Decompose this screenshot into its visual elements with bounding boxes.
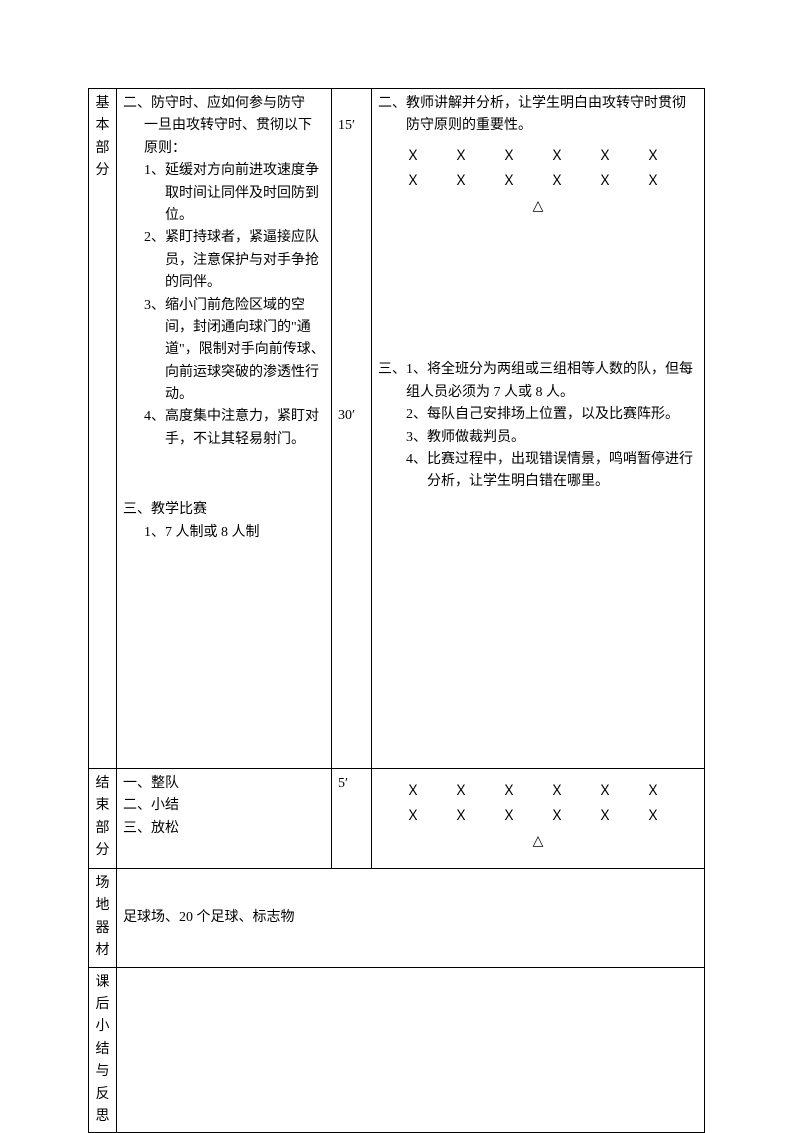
formation-end: Ｘ Ｘ Ｘ Ｘ Ｘ Ｘ Ｘ Ｘ Ｘ Ｘ Ｘ Ｘ △ bbox=[378, 779, 698, 855]
content-reflect bbox=[117, 967, 705, 1133]
m2-title: 二、教师讲解并分析，让学生明白由攻转守时贯彻防守原则的重要性。 bbox=[378, 93, 698, 138]
row-reflect: 课后小结与反思 bbox=[89, 967, 705, 1133]
content-end: 一、整队 二、小结 三、放松 bbox=[117, 769, 332, 869]
row-field: 场地器材 足球场、20 个足球、标志物 bbox=[89, 869, 705, 968]
formation-basic: Ｘ Ｘ Ｘ Ｘ Ｘ Ｘ Ｘ Ｘ Ｘ Ｘ Ｘ Ｘ △ bbox=[378, 144, 698, 220]
label-reflect: 课后小结与反思 bbox=[89, 967, 117, 1133]
s2-item3: 3、缩小门前危险区域的空间，封闭通向球门的"通道"，限制对手向前传球、向前运球突… bbox=[123, 295, 325, 407]
time-s3: 30′ bbox=[338, 405, 365, 427]
s2-title: 二、防守时、应如何参与防守 bbox=[123, 93, 325, 115]
label-basic: 基本部分 bbox=[89, 89, 117, 769]
time-basic: 15′ 30′ bbox=[332, 89, 372, 769]
time-end: 5′ bbox=[332, 769, 372, 869]
s2-item2: 2、紧盯持球者，紧逼接应队员，注意保护与对手争抢的同伴。 bbox=[123, 227, 325, 294]
end-formation-triangle: △ bbox=[378, 829, 698, 854]
label-field: 场地器材 bbox=[89, 869, 117, 968]
m3-item2: 2、每队自己安排场上位置，以及比赛阵形。 bbox=[406, 404, 698, 426]
method-end: Ｘ Ｘ Ｘ Ｘ Ｘ Ｘ Ｘ Ｘ Ｘ Ｘ Ｘ Ｘ △ bbox=[372, 769, 705, 869]
s2-item1: 1、延缓对方向前进攻速度争取时间让同伴及时回防到位。 bbox=[123, 160, 325, 227]
formation-row1: Ｘ Ｘ Ｘ Ｘ Ｘ Ｘ bbox=[378, 144, 698, 169]
label-end-text: 结束部分 bbox=[95, 773, 110, 863]
label-basic-text: 基本部分 bbox=[95, 93, 110, 183]
lesson-plan-table: 基本部分 二、防守时、应如何参与防守 一旦由攻转守时、贯彻以下原则： 1、延缓对… bbox=[88, 88, 705, 1133]
s3-sub: 1、7 人制或 8 人制 bbox=[123, 522, 325, 544]
field-text: 足球场、20 个足球、标志物 bbox=[123, 910, 295, 925]
label-end: 结束部分 bbox=[89, 769, 117, 869]
end-item1: 一、整队 bbox=[123, 773, 325, 795]
end-time-val: 5′ bbox=[338, 773, 365, 795]
s2-intro: 一旦由攻转守时、贯彻以下原则： bbox=[123, 115, 325, 160]
formation-triangle: △ bbox=[378, 194, 698, 219]
label-field-text: 场地器材 bbox=[95, 873, 110, 963]
m3-item3: 3、教师做裁判员。 bbox=[406, 427, 698, 449]
end-formation-row2: Ｘ Ｘ Ｘ Ｘ Ｘ Ｘ bbox=[378, 804, 698, 829]
label-reflect-text: 课后小结与反思 bbox=[95, 972, 110, 1129]
time-s2: 15′ bbox=[338, 115, 365, 137]
m3-title: 三、1、将全班分为两组或三组相等人数的队，但每组人员必须为 7 人或 8 人。 bbox=[378, 359, 698, 404]
row-end: 结束部分 一、整队 二、小结 三、放松 5′ Ｘ Ｘ Ｘ Ｘ Ｘ Ｘ Ｘ Ｘ Ｘ… bbox=[89, 769, 705, 869]
s2-item4: 4、高度集中注意力，紧盯对手，不让其轻易射门。 bbox=[123, 406, 325, 451]
m3-item4: 4、比赛过程中，出现错误情景，鸣哨暂停进行分析，让学生明白错在哪里。 bbox=[406, 449, 698, 494]
formation-row2: Ｘ Ｘ Ｘ Ｘ Ｘ Ｘ bbox=[378, 169, 698, 194]
content-basic: 二、防守时、应如何参与防守 一旦由攻转守时、贯彻以下原则： 1、延缓对方向前进攻… bbox=[117, 89, 332, 769]
end-item2: 二、小结 bbox=[123, 795, 325, 817]
end-formation-row1: Ｘ Ｘ Ｘ Ｘ Ｘ Ｘ bbox=[378, 779, 698, 804]
content-field: 足球场、20 个足球、标志物 bbox=[117, 869, 705, 968]
method-basic: 二、教师讲解并分析，让学生明白由攻转守时贯彻防守原则的重要性。 Ｘ Ｘ Ｘ Ｘ … bbox=[372, 89, 705, 769]
end-item3: 三、放松 bbox=[123, 818, 325, 840]
row-basic: 基本部分 二、防守时、应如何参与防守 一旦由攻转守时、贯彻以下原则： 1、延缓对… bbox=[89, 89, 705, 769]
s3-title: 三、教学比赛 bbox=[123, 499, 325, 521]
